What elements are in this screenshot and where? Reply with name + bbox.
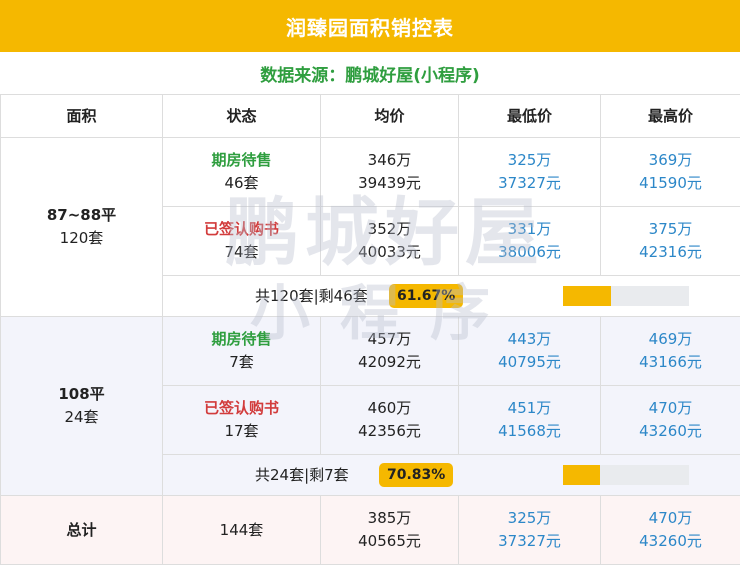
avg-unit: 42356元 [358, 422, 421, 440]
summary-text: 共24套|剩7套 [255, 466, 349, 484]
remaining-progress-fill [563, 286, 612, 306]
max-unit: 43260元 [639, 532, 702, 550]
area-cell: 108平 24套 [0, 316, 163, 496]
status-count: 7套 [229, 353, 254, 371]
min-price-cell: 325万 37327元 [458, 137, 601, 207]
status-cell: 已签认购书 17套 [162, 385, 321, 455]
header-max-price: 最高价 [600, 94, 740, 138]
avg-total: 352万 [367, 220, 412, 238]
table-header-row: 面积 状态 均价 最低价 最高价 [0, 94, 740, 138]
header-min-price: 最低价 [458, 94, 601, 138]
avg-total: 385万 [367, 509, 412, 527]
sales-table: 面积 状态 均价 最低价 最高价 87~88平 120套 期房待售 46套 34… [0, 94, 740, 565]
max-total: 375万 [648, 220, 693, 238]
min-total: 325万 [507, 151, 552, 169]
max-total: 369万 [648, 151, 693, 169]
status-count: 74套 [224, 243, 259, 261]
max-price-cell: 375万 42316元 [600, 206, 740, 276]
avg-price-cell: 385万 40565元 [320, 495, 459, 565]
total-row: 总计 144套 385万 40565元 325万 37327元 470万 432… [0, 495, 740, 565]
min-price-cell: 331万 38006元 [458, 206, 601, 276]
status-label: 期房待售 [211, 151, 272, 169]
table-row: 87~88平 120套 期房待售 46套 346万 39439元 325万 37… [0, 137, 740, 317]
max-unit: 42316元 [639, 243, 702, 261]
min-unit: 38006元 [498, 243, 561, 261]
min-total: 443万 [507, 330, 552, 348]
avg-total: 460万 [367, 399, 412, 417]
avg-total: 457万 [367, 330, 412, 348]
status-label: 期房待售 [211, 330, 272, 348]
max-price-cell: 469万 43166元 [600, 316, 740, 386]
summary-row: 共120套|剩46套 61.67% [0, 275, 740, 317]
avg-unit: 40033元 [358, 243, 421, 261]
min-price-cell: 443万 40795元 [458, 316, 601, 386]
header-area: 面积 [0, 94, 163, 138]
remaining-progress-bar [563, 286, 689, 306]
status-count: 46套 [224, 174, 259, 192]
max-unit: 41590元 [639, 174, 702, 192]
total-label: 总计 [0, 495, 163, 565]
min-unit: 37327元 [498, 532, 561, 550]
min-unit: 40795元 [498, 353, 561, 371]
status-label: 已签认购书 [203, 220, 279, 238]
sold-percent-badge: 70.83% [379, 463, 454, 487]
min-total: 325万 [507, 509, 552, 527]
max-total: 470万 [648, 399, 693, 417]
status-label: 已签认购书 [203, 399, 279, 417]
max-total: 470万 [648, 509, 693, 527]
status-cell: 期房待售 7套 [162, 316, 321, 386]
header-avg-price: 均价 [320, 94, 459, 138]
max-price-cell: 470万 43260元 [600, 495, 740, 565]
summary-cell: 共120套|剩46套 61.67% [162, 275, 740, 317]
status-cell: 期房待售 46套 [162, 137, 321, 207]
avg-price-cell: 457万 42092元 [320, 316, 459, 386]
min-unit: 41568元 [498, 422, 561, 440]
area-unit-count: 24套 [64, 408, 99, 426]
data-source-line: 数据来源：鹏城好屋(小程序) [0, 52, 740, 95]
max-price-cell: 470万 43260元 [600, 385, 740, 455]
area-unit-count: 120套 [59, 229, 104, 247]
avg-price-cell: 346万 39439元 [320, 137, 459, 207]
avg-unit: 40565元 [358, 532, 421, 550]
min-total: 451万 [507, 399, 552, 417]
max-total: 469万 [648, 330, 693, 348]
remaining-progress-fill [563, 465, 600, 485]
avg-price-cell: 460万 42356元 [320, 385, 459, 455]
area-cell: 87~88平 120套 [0, 137, 163, 317]
table-row: 已签认购书 74套 352万 40033元 331万 38006元 375万 4… [0, 206, 740, 276]
avg-unit: 39439元 [358, 174, 421, 192]
sold-percent-badge: 61.67% [389, 284, 464, 308]
summary-cell: 共24套|剩7套 70.83% [162, 454, 740, 496]
avg-unit: 42092元 [358, 353, 421, 371]
max-unit: 43260元 [639, 422, 702, 440]
summary-text: 共120套|剩46套 [255, 287, 368, 305]
min-unit: 37327元 [498, 174, 561, 192]
status-count: 17套 [224, 422, 259, 440]
area-label: 108平 [58, 385, 105, 403]
page-title: 润臻园面积销控表 [0, 0, 740, 52]
area-label: 87~88平 [46, 206, 117, 224]
remaining-progress-bar [563, 465, 689, 485]
max-price-cell: 369万 41590元 [600, 137, 740, 207]
avg-total: 346万 [367, 151, 412, 169]
table-row: 108平 24套 期房待售 7套 457万 42092元 443万 40795元… [0, 316, 740, 496]
total-count: 144套 [162, 495, 321, 565]
min-total: 331万 [507, 220, 552, 238]
avg-price-cell: 352万 40033元 [320, 206, 459, 276]
table-row: 已签认购书 17套 460万 42356元 451万 41568元 470万 4… [0, 385, 740, 455]
min-price-cell: 325万 37327元 [458, 495, 601, 565]
header-status: 状态 [162, 94, 321, 138]
status-cell: 已签认购书 74套 [162, 206, 321, 276]
min-price-cell: 451万 41568元 [458, 385, 601, 455]
max-unit: 43166元 [639, 353, 702, 371]
